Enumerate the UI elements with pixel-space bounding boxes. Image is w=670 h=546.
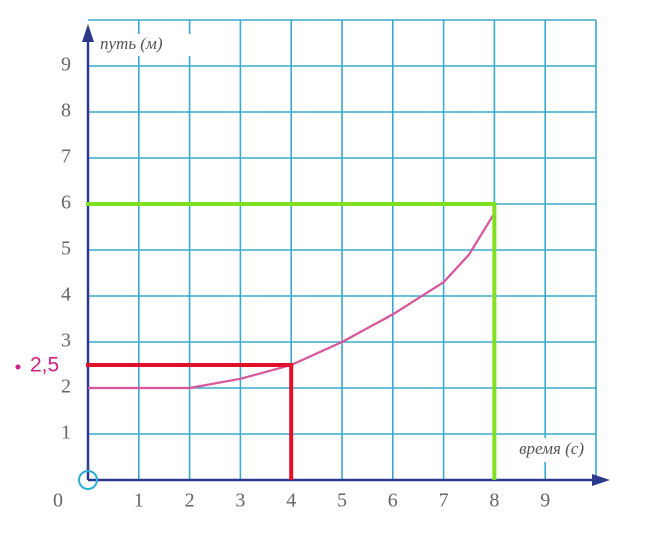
x-tick-label: 7 [439,490,449,512]
y-arrow [82,24,94,42]
y-tick-label: 9 [61,54,71,76]
label-bg [96,34,206,56]
y-tick-label: 6 [61,192,71,214]
x-tick-label: 8 [489,490,499,512]
grid [88,19,597,480]
x-tick-label: 2 [185,490,195,512]
annotation-label: 2,5 [30,354,59,377]
y-tick-label: 4 [61,284,71,306]
x-arrow [592,474,610,486]
y-tick-label: 8 [61,100,71,122]
x-tick-label: 3 [235,490,245,512]
y-tick-label: 2 [61,376,71,398]
line-series [88,212,496,390]
x-tick-label: 5 [337,490,347,512]
x-tick-label: 6 [388,490,398,512]
plot: 1 2 3 4 5 6 7 8 9 1 2 3 4 5 6 7 8 9 0 путь (м) время (с) 2,5 [15,24,610,512]
y-tick-label: 3 [61,330,71,352]
x-tick-label: 9 [540,490,550,512]
label-dot [15,364,21,370]
y-tick-label: 5 [61,238,71,260]
origin-label: 0 [53,490,63,512]
y-axis-label: путь (м) [100,34,163,53]
x-axis-label: время (с) [519,439,584,458]
label-bg [28,352,76,378]
y-tick-label: 7 [61,146,71,168]
x-tick-label: 1 [134,490,144,512]
origin-circle [78,470,98,490]
x-tick-label: 4 [286,490,296,512]
label-bg [478,438,590,462]
y-tick-label: 1 [61,422,71,444]
